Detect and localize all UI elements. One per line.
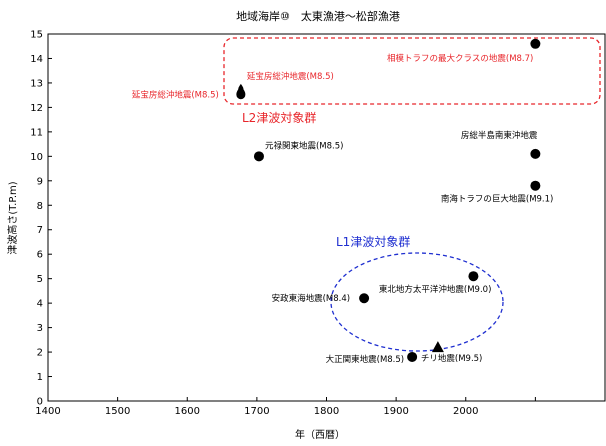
y-tick-label: 3 [37,323,43,334]
y-tick-label: 14 [30,54,43,65]
y-tick-label: 5 [37,274,43,285]
data-point-label: 元禄関東地震(M8.5) [265,140,344,151]
l2-group-outline [223,37,601,105]
plot-frame [47,33,606,402]
y-tick-label: 4 [37,299,43,310]
y-tick-label: 12 [30,103,43,114]
data-point [530,38,541,49]
data-points: 元禄関東地震(M8.5) 延宝房総沖地震(M8.5) 延宝房総沖地震(M8.5) 相模… [132,38,554,365]
y-tick-label: 11 [30,127,43,138]
y-tick-label: 6 [37,250,43,261]
y-tick-label: 2 [37,348,43,359]
data-point-label: 南海トラフの巨大地震(M9.1) [441,194,554,205]
data-point [530,180,541,191]
y-axis-title: 津波高さ(T.P.m) [6,181,19,254]
data-point-label: 延宝房総沖地震(M8.5) [132,90,219,101]
data-point-label: 東北地方太平洋沖地震(M9.0) [379,284,492,295]
data-point [530,148,541,159]
data-point-label: チリ地震(M9.5) [421,353,482,364]
x-tick-label: 1600 [175,406,200,417]
x-axis: 1400 1500 1600 1700 1800 1900 2000 [35,397,536,417]
y-tick-label: 13 [30,78,43,89]
y-tick-label: 8 [37,201,43,212]
y-tick-label: 0 [37,397,43,408]
l1-group-outline [330,252,504,352]
y-tick-label: 9 [37,176,43,187]
data-point-label: 房総半島南東沖地震 [461,130,538,141]
x-tick-label: 1700 [244,406,269,417]
l2-group-label: L2津波対象群 [242,111,316,125]
x-tick-label: 1900 [383,406,408,417]
data-point [253,151,264,162]
data-point-triangle [431,341,444,353]
data-point [407,351,418,362]
x-axis-title: 年（西暦） [295,428,345,441]
x-tick-label: 1800 [314,406,339,417]
data-point [359,293,370,304]
data-point-label: 安政東海地震(M8.4) [272,293,351,304]
chart-title: 地域海岸⑩ 太東漁港～松部漁港 [236,9,400,23]
l1-group-label: L1津波対象群 [336,235,410,249]
x-tick-label: 2000 [453,406,478,417]
data-point-label: 大正関東地震(M8.5) [326,354,405,365]
data-point [468,271,479,282]
x-tick-label: 1400 [35,406,60,417]
y-tick-label: 15 [30,30,43,41]
x-tick-label: 1500 [105,406,130,417]
y-tick-label: 1 [37,372,43,383]
y-tick-label: 10 [30,152,43,163]
y-tick-label: 7 [37,225,43,236]
data-point-label: 相模トラフの最大クラスの地震(M8.7) [387,53,533,64]
data-point-label: 延宝房総沖地震(M8.5) [247,71,334,82]
data-point-drop [238,83,244,92]
